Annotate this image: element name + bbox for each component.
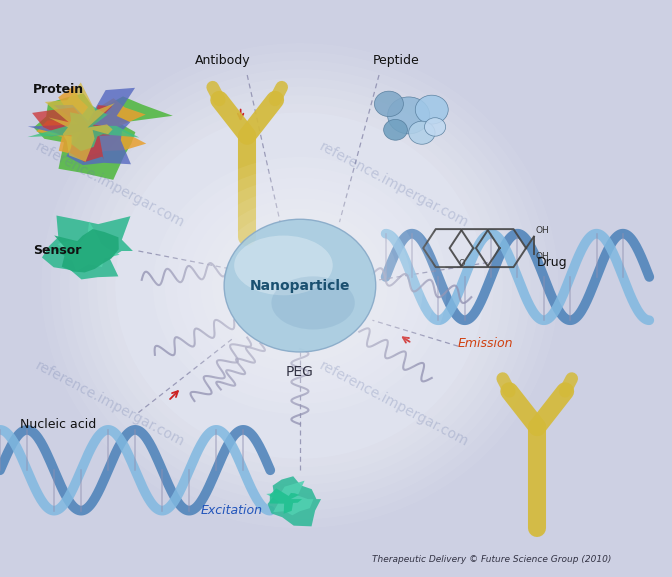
Ellipse shape bbox=[79, 78, 521, 493]
Circle shape bbox=[409, 121, 435, 144]
Text: Drug: Drug bbox=[537, 256, 568, 269]
Polygon shape bbox=[48, 229, 119, 272]
Text: Excitation: Excitation bbox=[201, 504, 263, 517]
Ellipse shape bbox=[87, 87, 512, 485]
Circle shape bbox=[165, 167, 435, 404]
Polygon shape bbox=[28, 104, 139, 151]
Polygon shape bbox=[266, 481, 313, 515]
Circle shape bbox=[200, 198, 399, 373]
Text: O: O bbox=[458, 259, 465, 268]
Text: Therapeutic Delivery © Future Science Group (2010): Therapeutic Delivery © Future Science Gr… bbox=[372, 555, 612, 564]
Polygon shape bbox=[45, 83, 115, 162]
Text: reference.impergar.com: reference.impergar.com bbox=[33, 139, 187, 230]
Text: Emission: Emission bbox=[458, 337, 513, 350]
Text: Sensor: Sensor bbox=[33, 245, 81, 257]
Circle shape bbox=[212, 209, 388, 362]
Text: PEG: PEG bbox=[286, 365, 314, 379]
Ellipse shape bbox=[116, 113, 485, 459]
Text: Antibody: Antibody bbox=[194, 54, 250, 67]
Circle shape bbox=[189, 188, 411, 383]
Polygon shape bbox=[58, 222, 120, 271]
Text: Nanoparticle: Nanoparticle bbox=[250, 279, 350, 293]
Text: Nucleic acid: Nucleic acid bbox=[19, 418, 96, 430]
Circle shape bbox=[415, 95, 448, 124]
Polygon shape bbox=[36, 85, 146, 155]
Polygon shape bbox=[34, 93, 173, 180]
Polygon shape bbox=[267, 476, 321, 526]
Polygon shape bbox=[42, 216, 133, 279]
Circle shape bbox=[384, 119, 407, 140]
Text: reference.impergar.com: reference.impergar.com bbox=[317, 139, 470, 230]
Polygon shape bbox=[32, 105, 112, 162]
Text: Peptide: Peptide bbox=[372, 54, 419, 67]
Ellipse shape bbox=[97, 95, 503, 476]
Circle shape bbox=[388, 97, 430, 134]
Ellipse shape bbox=[234, 235, 333, 295]
Text: Protein: Protein bbox=[33, 83, 84, 96]
Ellipse shape bbox=[60, 61, 540, 511]
Text: reference.impergar.com: reference.impergar.com bbox=[317, 358, 470, 449]
Text: OH: OH bbox=[536, 226, 549, 235]
Circle shape bbox=[177, 178, 423, 394]
Circle shape bbox=[374, 91, 403, 117]
Ellipse shape bbox=[51, 52, 549, 519]
Ellipse shape bbox=[69, 69, 531, 502]
Text: OH: OH bbox=[536, 252, 549, 261]
Ellipse shape bbox=[42, 43, 558, 528]
Ellipse shape bbox=[106, 104, 494, 467]
Ellipse shape bbox=[271, 276, 355, 329]
Circle shape bbox=[425, 118, 446, 136]
Polygon shape bbox=[28, 88, 135, 165]
Polygon shape bbox=[269, 488, 302, 514]
Circle shape bbox=[224, 219, 376, 352]
Circle shape bbox=[153, 157, 447, 414]
Text: reference.impergar.com: reference.impergar.com bbox=[33, 358, 187, 449]
